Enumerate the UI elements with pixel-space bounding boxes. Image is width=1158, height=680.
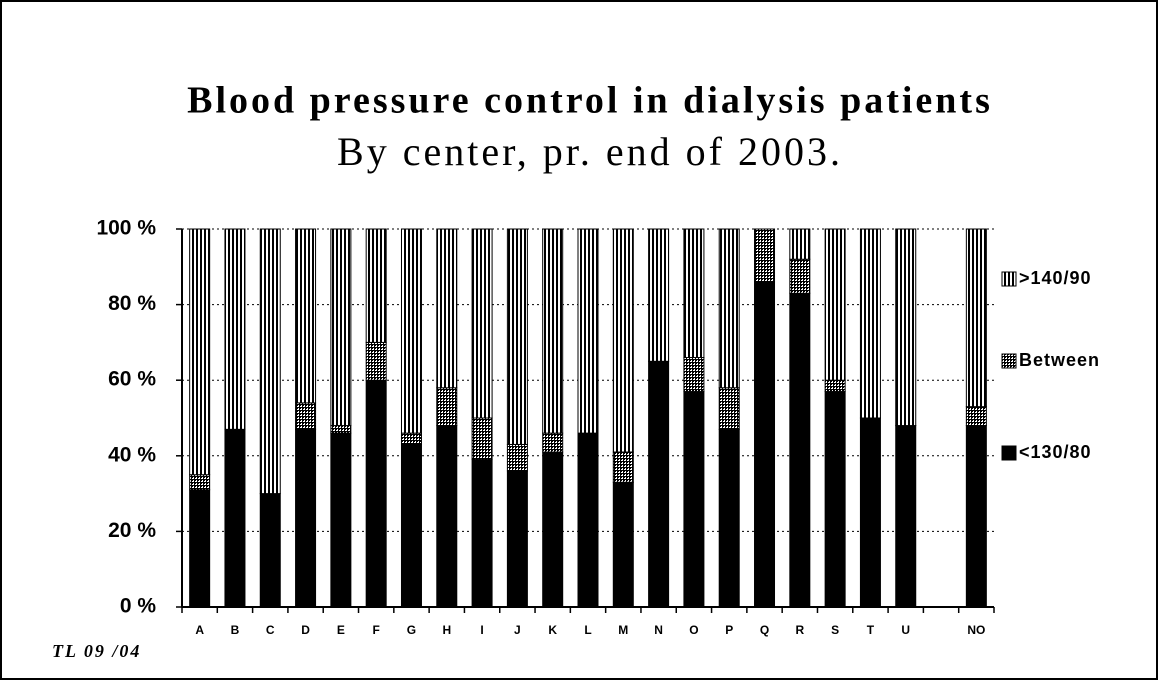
legend-label: >140/90 [1019,268,1092,288]
bar-segment [295,428,317,608]
x-tick-label: S [831,623,839,637]
chart-subtitle: By center, pr. end of 2003. [337,129,843,174]
bar-segment [718,228,740,389]
bar-segment [683,228,705,359]
bar-segment [824,379,846,393]
bar-segment [683,391,705,608]
bar-segment [259,493,281,608]
x-tick-label: H [442,623,451,637]
bar-segment [506,470,528,608]
bar-segment [189,474,211,491]
bar-segment [648,360,670,608]
y-tick-label: 20 % [108,519,156,542]
x-tick-label: R [795,623,804,637]
legend-label: Between [1019,350,1100,370]
bar-segment [718,387,740,430]
bar-segment [224,428,246,608]
x-tick-label: C [266,623,275,637]
y-tick-label: 100 % [96,217,156,240]
bar-segment [577,228,599,434]
bar-segment [718,428,740,608]
bar-segment [224,228,246,430]
bar-segment [436,387,458,427]
bar-segment [400,432,422,445]
bar-segment [895,425,917,608]
legend-swatch [1001,271,1017,287]
bar-segment [542,228,564,434]
bar-segment [648,228,670,362]
bar-segment [400,443,422,608]
x-tick-label: F [373,623,380,637]
y-tick-label: 40 % [108,443,156,466]
bar-segment [295,402,317,430]
bar-segment [683,357,705,393]
y-tick-label: 0 % [120,595,157,618]
x-tick-label: I [480,623,483,637]
footnote: TL 09 /04 [52,641,141,661]
x-tick-label: M [618,623,628,637]
x-tick-label: P [725,623,733,637]
bar-segment [965,425,987,608]
bar-segment [471,459,493,608]
x-tick-label: O [689,623,698,637]
x-tick-label: NO [967,623,985,637]
bar-segment [330,432,352,608]
bar-segment [965,228,987,408]
bar-segment [542,451,564,608]
bar-segment [365,228,387,343]
bar-segment [895,228,917,427]
bar-segment [506,443,528,472]
bar-segment [506,228,528,445]
x-tick-label: L [584,623,591,637]
bar-segment [824,228,846,381]
x-tick-label: E [337,623,345,637]
x-tick-label: D [301,623,310,637]
bar-segment [365,379,387,608]
bar-segment [436,425,458,608]
bar-segment [295,228,317,404]
legend-swatch [1001,353,1017,369]
x-tick-label: U [901,623,910,637]
bar-segment [789,258,811,294]
bar-segment [859,228,881,419]
bar-segment [542,432,564,453]
legend-label: <130/80 [1019,442,1092,462]
chart-title: Blood pressure control in dialysis patie… [187,80,993,122]
bar-segment [577,432,599,608]
bar-segment [259,228,281,495]
bar-segment [189,489,211,608]
bar-segment [754,281,776,608]
bar-segment [436,228,458,389]
x-tick-label: K [548,623,557,637]
bar-segment [754,228,776,283]
bar-segment [612,481,634,608]
bar-segment [471,417,493,461]
bar-segment [330,425,352,434]
bar-segment [965,406,987,427]
bar-segment [400,228,422,434]
bar-segment [824,391,846,608]
x-tick-label: B [231,623,240,637]
bar-segment [365,341,387,381]
bar-segment [789,228,811,260]
bar-segment [330,228,352,427]
x-tick-label: A [195,623,204,637]
legend-swatch [1001,445,1017,461]
x-tick-label: T [867,623,875,637]
y-tick-label: 60 % [108,368,156,391]
bar-segment [471,228,493,419]
x-tick-label: N [654,623,663,637]
y-tick-label: 80 % [108,292,156,315]
bar-segment [612,451,634,483]
bar-segment [859,417,881,608]
x-tick-label: G [407,623,416,637]
bar-segment [789,292,811,608]
x-tick-label: J [514,623,521,637]
bar-segment [612,228,634,453]
bar-segment [189,228,211,476]
x-tick-label: Q [760,623,769,637]
